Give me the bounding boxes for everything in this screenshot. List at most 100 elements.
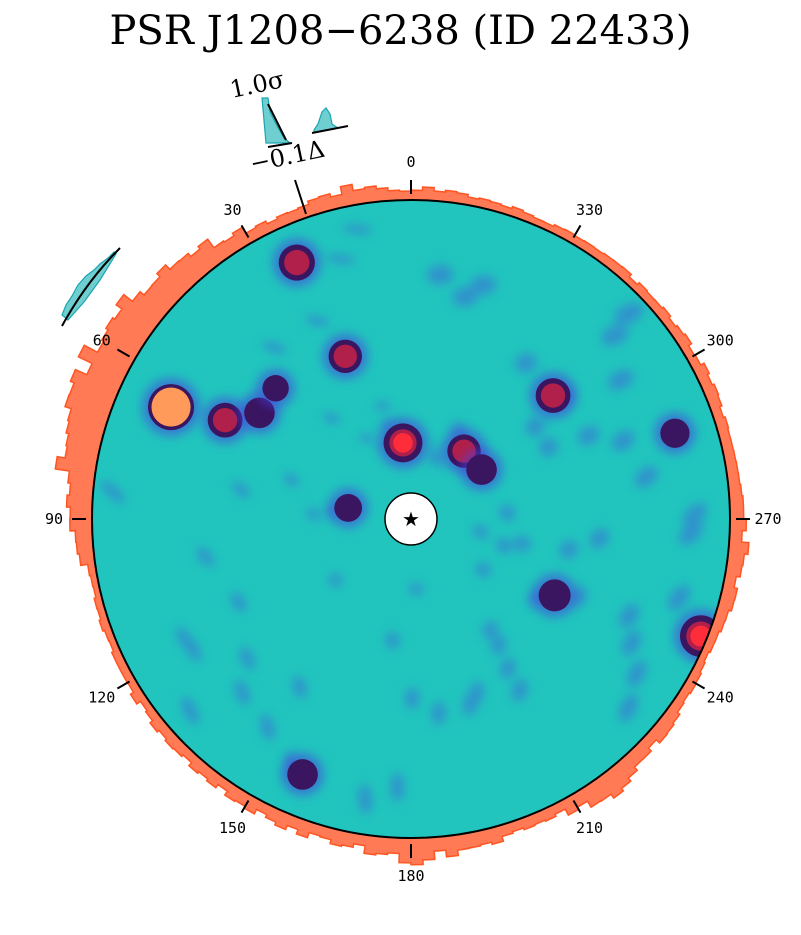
- faint-blob: [611, 430, 635, 451]
- heatmap-disc: ★: [91, 199, 731, 839]
- hotspot: [460, 448, 503, 491]
- faint-blob: [559, 540, 578, 559]
- faint-blob: [358, 784, 373, 814]
- faint-blob: [374, 401, 391, 411]
- hotspot: [256, 369, 295, 408]
- faint-blob: [499, 504, 516, 521]
- hotspot: [142, 378, 201, 437]
- angle-tick: [572, 224, 582, 239]
- angle-tick-label: 120: [88, 689, 115, 707]
- faint-blob: [232, 481, 250, 498]
- hotspot: [201, 396, 249, 444]
- faint-blob: [292, 675, 307, 699]
- angle-tick: [691, 680, 706, 690]
- angle-tick-label: 270: [754, 510, 781, 528]
- faint-blob: [500, 658, 516, 679]
- faint-blob: [305, 315, 330, 326]
- hotspots: [100, 224, 728, 814]
- hotspot: [529, 372, 577, 419]
- hotspot: [328, 488, 369, 528]
- angle-tick-label: 180: [397, 867, 424, 885]
- angle-tick-label: 330: [576, 201, 603, 219]
- angle-tick-label: 240: [707, 689, 734, 707]
- angle-tick: [572, 799, 582, 814]
- disc-border: [91, 199, 731, 839]
- faint-blob: [608, 369, 634, 391]
- key-delta-label: −0.1Δ: [247, 135, 327, 178]
- hotspot: [532, 573, 577, 618]
- hotspot: [654, 412, 696, 454]
- faint-blob: [679, 520, 703, 546]
- faint-blob: [626, 660, 647, 688]
- chart-title: PSR J1208−6238 (ID 22433): [109, 8, 692, 54]
- faint-blob: [429, 447, 443, 467]
- faint-blob: [601, 324, 629, 346]
- faint-blob: [619, 604, 639, 628]
- faint-blob: [181, 696, 199, 725]
- faint-blob: [405, 687, 420, 710]
- faint-blob: [283, 473, 299, 487]
- faint-blob: [323, 412, 340, 424]
- faint-blob: [634, 466, 658, 488]
- center-circle: [384, 492, 438, 546]
- faint-blob: [230, 592, 247, 613]
- faint-blob: [452, 287, 478, 307]
- angle-tick-label: 90: [45, 510, 63, 528]
- faint-blob: [196, 546, 215, 567]
- faint-blob: [682, 502, 707, 528]
- hotspot: [272, 238, 321, 287]
- key-sigma-axis: [267, 103, 287, 141]
- faint-blob: [260, 713, 275, 741]
- hotspot: [281, 753, 324, 796]
- faint-blob: [538, 438, 558, 457]
- angle-tick-label: 210: [576, 819, 603, 837]
- angle-tick-label: 0: [406, 153, 415, 171]
- faint-blob: [667, 585, 691, 611]
- key-pointer-line: [294, 179, 307, 215]
- hotspot: [377, 417, 429, 469]
- faint-blob: [234, 680, 250, 706]
- faint-blob: [614, 303, 644, 324]
- side-inset-axis: [61, 247, 121, 327]
- faint-blob: [482, 621, 499, 639]
- faint-blob: [589, 528, 610, 549]
- faint-blob: [431, 701, 446, 725]
- faint-blob: [618, 693, 639, 722]
- angle-tick: [691, 348, 706, 358]
- hotspot: [322, 333, 368, 380]
- faint-blob: [100, 480, 125, 504]
- faint-blob: [326, 254, 356, 264]
- key-delta-axis: [311, 125, 349, 134]
- angle-tick-label: 30: [223, 201, 241, 219]
- faint-blob: [469, 275, 497, 295]
- faint-blob: [473, 524, 489, 539]
- center-star-icon: ★: [402, 507, 420, 531]
- faint-blob: [577, 425, 600, 446]
- key-histogram-left: [261, 97, 292, 144]
- faint-blob: [525, 417, 545, 437]
- key-baseline: [267, 142, 293, 148]
- faint-blob: [475, 562, 491, 577]
- angle-tick: [240, 224, 250, 239]
- faint-blob: [514, 353, 537, 373]
- faint-blob: [513, 535, 531, 552]
- faint-blob: [306, 507, 320, 521]
- faint-blob: [176, 627, 194, 652]
- angle-tick: [116, 680, 131, 690]
- angle-tick: [116, 348, 131, 358]
- angle-tick-label: 60: [93, 332, 111, 350]
- faint-blob: [390, 772, 405, 802]
- faint-blob: [385, 632, 400, 649]
- faint-blob: [342, 224, 373, 234]
- angle-tick-label: 150: [219, 819, 246, 837]
- angle-tick: [240, 799, 250, 814]
- faint-blob: [239, 647, 255, 670]
- faint-blob: [496, 537, 513, 554]
- angle-axis: 0 30 60 90 120 150 180 210 240 270 300 330: [45, 153, 782, 885]
- faint-blob: [490, 635, 507, 655]
- faint-blob: [359, 433, 374, 443]
- key-sigma-label: 1.0σ: [227, 65, 286, 104]
- faint-blob: [426, 264, 454, 285]
- angle-tick-label: 300: [707, 332, 734, 350]
